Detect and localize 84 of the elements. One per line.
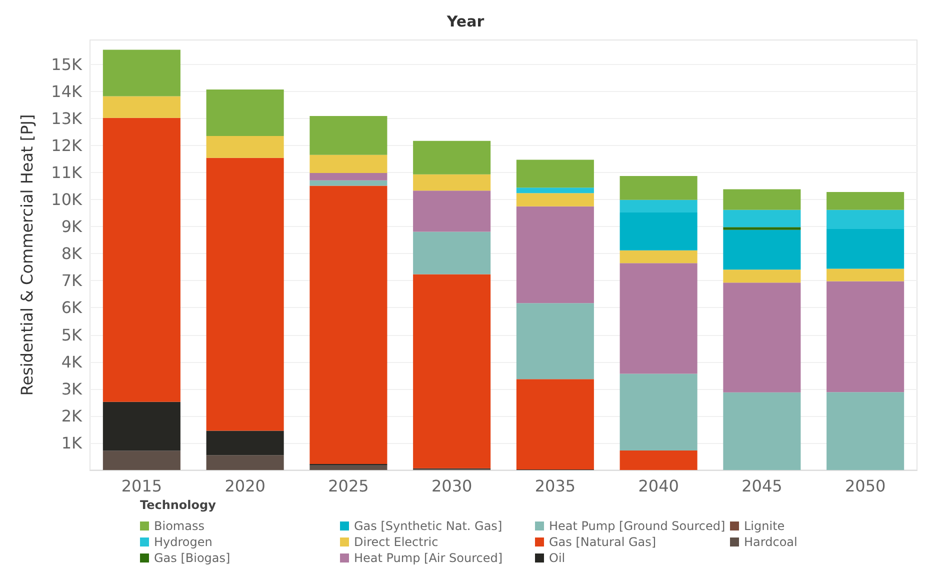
bar	[723, 230, 801, 270]
bar	[206, 430, 284, 456]
bar	[310, 465, 388, 470]
bar	[620, 176, 698, 200]
bar	[723, 392, 801, 470]
x-tick-label: 2030	[431, 476, 472, 496]
bar	[206, 455, 284, 470]
y-tick-label: 9K	[61, 217, 83, 236]
legend-label: Heat Pump [Ground Sourced]	[549, 519, 726, 533]
legend-label: Hardcoal	[744, 535, 798, 549]
bar	[310, 186, 388, 464]
bar	[826, 392, 904, 470]
x-tick-label: 2040	[638, 476, 679, 496]
bar	[516, 188, 594, 194]
legend-label: Gas [Biogas]	[154, 551, 230, 565]
bar	[310, 173, 388, 180]
bar	[310, 154, 388, 174]
legend-label: Lignite	[744, 519, 785, 533]
bar	[102, 450, 180, 470]
bar	[723, 227, 801, 230]
x-tick-label: 2020	[224, 476, 266, 496]
x-tick-label: 2045	[742, 476, 782, 496]
legend-label: Gas [Natural Gas]	[549, 535, 656, 549]
bar	[620, 250, 698, 264]
y-tick-label: 5K	[61, 325, 83, 344]
bar	[723, 210, 801, 228]
y-tick-label: 3K	[61, 379, 83, 398]
bar	[516, 379, 594, 470]
y-axis-title: Residential & Commercial Heat [PJ]	[18, 114, 36, 396]
bar	[826, 281, 904, 392]
bar	[620, 450, 698, 470]
bar	[826, 268, 904, 282]
y-tick-label: 1K	[61, 433, 83, 452]
bar	[620, 200, 698, 213]
legend-label: Oil	[549, 551, 566, 565]
bar	[620, 374, 698, 451]
bar	[413, 140, 491, 174]
bar	[206, 136, 284, 158]
bar	[102, 118, 180, 402]
legend-label: Direct Electric	[354, 535, 438, 549]
bar	[206, 89, 284, 136]
y-tick-label: 7K	[61, 271, 83, 290]
y-tick-label: 4K	[61, 352, 83, 372]
bar	[723, 270, 801, 283]
bar	[102, 50, 180, 96]
bar	[723, 189, 801, 210]
legend-title: Technology	[140, 498, 216, 512]
bar	[723, 282, 801, 392]
bar	[413, 274, 491, 468]
y-tick-label: 11K	[51, 163, 82, 182]
bar	[516, 160, 594, 188]
bar	[206, 158, 284, 431]
y-tick-label: 8K	[61, 244, 83, 264]
legend-label: Biomass	[154, 519, 204, 533]
bar	[516, 193, 594, 206]
bar	[620, 263, 698, 374]
bar	[620, 212, 698, 250]
legend-label: Hydrogen	[154, 535, 212, 549]
x-tick-label: 2025	[328, 476, 369, 496]
bar	[413, 232, 491, 274]
bar	[826, 210, 904, 230]
x-axis-title: Year	[446, 12, 485, 30]
bar	[826, 229, 904, 269]
bar	[310, 180, 388, 186]
bar	[102, 402, 180, 451]
bar	[413, 190, 491, 232]
y-tick-label: 15K	[51, 54, 82, 74]
y-tick-label: 14K	[51, 82, 82, 101]
bar	[102, 96, 180, 118]
bar	[826, 192, 904, 210]
bar	[516, 303, 594, 380]
y-tick-label: 12K	[51, 136, 82, 155]
x-tick-label: 2015	[121, 476, 162, 496]
x-tick-label: 2035	[534, 476, 576, 496]
legend-label: Heat Pump [Air Sourced]	[354, 551, 503, 565]
x-tick-label: 2050	[844, 476, 886, 496]
bar	[310, 116, 388, 155]
y-tick-label: 2K	[61, 406, 83, 426]
bar	[516, 206, 594, 304]
y-tick-label: 10K	[51, 190, 82, 210]
bar	[413, 174, 491, 191]
legend-label: Gas [Synthetic Nat. Gas]	[354, 519, 502, 533]
y-tick-label: 13K	[51, 108, 82, 128]
y-tick-label: 6K	[61, 298, 83, 318]
